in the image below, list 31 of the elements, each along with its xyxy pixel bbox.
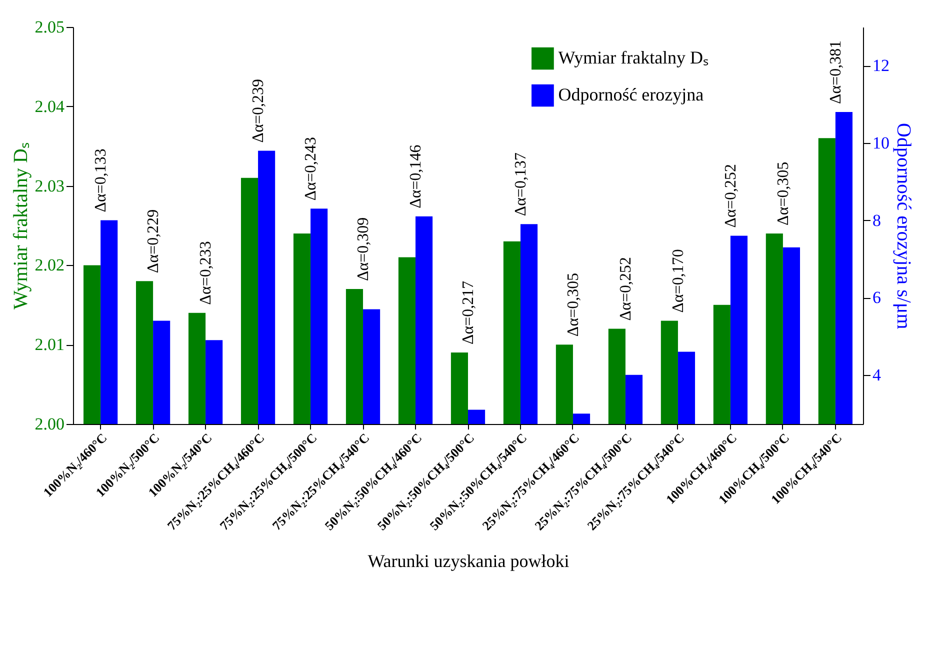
y-tick-label: 2.02 bbox=[34, 256, 64, 275]
annotation: Δα=0,239 bbox=[250, 78, 268, 143]
y2-axis-title: Odporność erozyjna s/μm bbox=[892, 122, 914, 330]
annotation: Δα=0,170 bbox=[670, 249, 687, 313]
annotation: Δα=0,305 bbox=[774, 162, 792, 226]
annotation: Δα=0,381 bbox=[827, 40, 844, 104]
legend-label: Odporność erozyjna bbox=[558, 84, 704, 104]
annotation: Δα=0,252 bbox=[722, 164, 740, 228]
annotation: Δα=0,233 bbox=[198, 241, 215, 305]
y2-tick-label: 4 bbox=[872, 365, 882, 384]
legend-label: Wymiar fraktalny Dₛ bbox=[558, 48, 710, 68]
annotation: Δα=0,137 bbox=[512, 152, 530, 216]
y2-tick-label: 6 bbox=[872, 288, 881, 308]
y-tick-label: 2.03 bbox=[34, 176, 64, 196]
y-axis-title: Wymiar fraktalny Dₛ bbox=[10, 142, 32, 310]
y-tick-label: 2.04 bbox=[34, 96, 65, 116]
x-axis-title: Warunki uzyskania powłoki bbox=[368, 551, 570, 572]
annotation: Δα=0,146 bbox=[408, 144, 425, 208]
annotation: Δα=0,217 bbox=[460, 280, 477, 345]
y2-tick-label: 8 bbox=[872, 210, 881, 230]
y2-tick-label: 12 bbox=[872, 56, 890, 76]
annotation: Δα=0,305 bbox=[564, 272, 582, 337]
annotation: Δα=0,133 bbox=[92, 148, 110, 212]
annotation: Δα=0,252 bbox=[617, 257, 634, 321]
y2-tick-label: 10 bbox=[872, 133, 890, 152]
annotation: Δα=0,229 bbox=[145, 209, 162, 274]
y-tick-label: 2.00 bbox=[34, 414, 64, 434]
annotation: Δα=0,243 bbox=[302, 136, 320, 201]
annotation: Δα=0,309 bbox=[355, 217, 372, 282]
y-tick-label: 2.01 bbox=[34, 335, 64, 354]
y-tick-label: 2.05 bbox=[34, 18, 64, 36]
